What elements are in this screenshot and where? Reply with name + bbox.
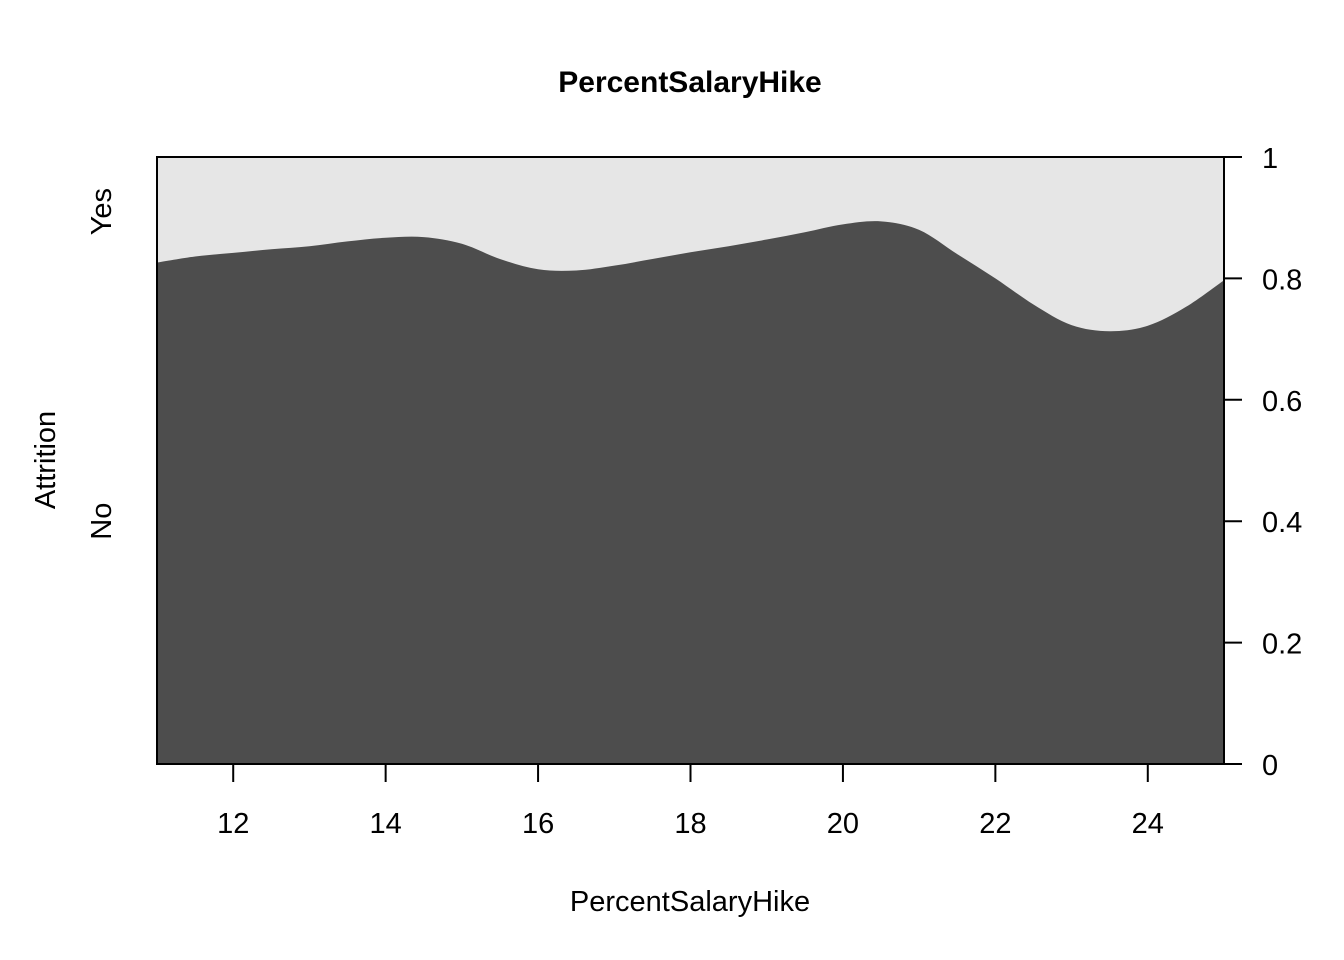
- y-tick-label: 0.8: [1262, 264, 1302, 296]
- x-tick-label: 12: [217, 808, 249, 840]
- y-tick-label: 0.4: [1262, 507, 1302, 539]
- y-axis-right: 0 0.2 0.4 0.6 0.8 1: [1224, 143, 1302, 782]
- x-axis: 12 14 16 18 20 22 24: [217, 764, 1164, 840]
- x-tick-label: 14: [370, 808, 402, 840]
- y-tick-label: 0.6: [1262, 386, 1302, 418]
- category-labels: No Yes: [86, 188, 118, 540]
- x-tick-label: 16: [522, 808, 554, 840]
- x-axis-label: PercentSalaryHike: [570, 886, 810, 918]
- y-tick-label: 1: [1262, 143, 1278, 175]
- x-tick-label: 24: [1132, 808, 1164, 840]
- y-tick-label: 0: [1262, 750, 1278, 782]
- chart-title: PercentSalaryHike: [558, 66, 822, 99]
- x-tick-label: 18: [674, 808, 706, 840]
- area-no: [157, 221, 1224, 764]
- y-axis-label: Attrition: [30, 411, 62, 509]
- y-tick-label: 0.2: [1262, 629, 1302, 661]
- x-tick-label: 22: [979, 808, 1011, 840]
- category-label-yes: Yes: [86, 188, 118, 235]
- x-tick-label: 20: [827, 808, 859, 840]
- category-label-no: No: [86, 503, 118, 540]
